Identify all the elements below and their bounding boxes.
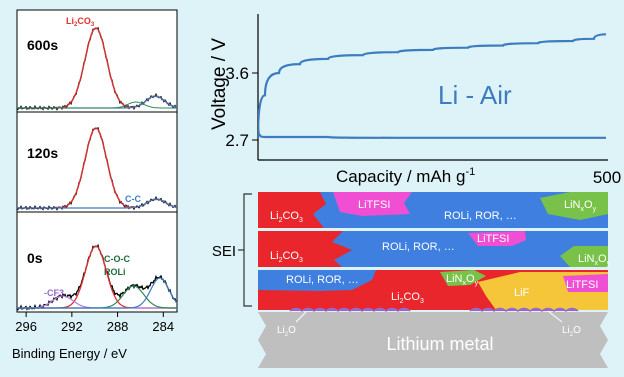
roli-region-3 [258, 270, 376, 291]
xps-x-axis-title: Binding Energy / eV [12, 346, 127, 361]
xps-panel-0s-label: 0s [27, 250, 43, 266]
li2co3-label-3: Li2CO3 [391, 291, 424, 305]
xps-0s-roli-component [17, 277, 178, 309]
li2co3-label-1: Li2CO3 [270, 210, 303, 224]
discharge-curve [258, 121, 606, 139]
y-tick-label-36: 3.6 [225, 64, 249, 83]
sei-bracket [243, 193, 252, 307]
roli-label-2: ROLi, ROR, … [382, 241, 455, 253]
xps-panel-120s-label: 120s [27, 145, 58, 161]
voltage-y-axis-title: Voltage / V [209, 38, 230, 130]
litfsi-label-2: LiTFSI [477, 233, 509, 245]
li2co3-label-2: Li2CO3 [270, 250, 303, 264]
linxoy-region-3 [440, 270, 486, 286]
xps-x-tick-label: 284 [152, 319, 174, 334]
xps-panels: 600s Li2CO3 120s C-C 0s -CF3 C-O-C ROLi … [12, 9, 178, 361]
linxoy-label-1: LiNxOy [564, 199, 597, 213]
litfsi-region-3 [563, 274, 608, 292]
cf3-peak-label: -CF3 [44, 288, 64, 298]
xps-x-tick-label: 292 [61, 319, 83, 334]
xps-x-tick-label: 288 [107, 319, 129, 334]
cc-peak-label: C-C [125, 194, 141, 204]
li2o-label-right: Li2O [562, 325, 581, 338]
roli-label-1: ROLi, ROR, … [444, 210, 517, 222]
linxoy-region-2 [560, 246, 608, 267]
xps-panel-600s [16, 9, 178, 113]
li2co3-region-2 [258, 231, 352, 267]
xps-panel-0s [16, 211, 178, 313]
litfsi-region-2 [468, 231, 526, 246]
xps-600s-green-component [17, 101, 177, 109]
li2o-interface-left [289, 307, 411, 312]
voltage-x-axis-title: Capacity / mAh g-1 [336, 166, 475, 186]
xps-panel-120s [16, 111, 178, 213]
sei-schematic: SEI Lithium metal Li2CO3 LiTFSI ROLi, RO… [212, 192, 611, 368]
linxoy-label-3: LiNxOy [446, 273, 479, 287]
roli-label-3: ROLi, ROR, … [286, 274, 359, 286]
li2o-interface-right [469, 307, 579, 312]
litfsi-label-3: LiTFSI [566, 279, 598, 291]
li2co3-region-1 [258, 192, 326, 228]
li-air-annotation: Li - Air [438, 80, 512, 110]
voltage-chart: 3.6 2.7 Voltage / V Capacity / mAh g-1 5… [209, 14, 621, 187]
li2co3-peak-label: Li2CO3 [66, 16, 95, 28]
roli-peak-label: ROLi [104, 267, 126, 277]
lithium-metal-label: Lithium metal [386, 334, 493, 354]
linxoy-label-2: LiNxOy [578, 253, 611, 267]
litfsi-label-1: LiTFSI [358, 199, 390, 211]
xps-120s-cc-component [17, 198, 178, 209]
y-tick-label-27: 2.7 [225, 131, 249, 150]
lif-label-3: LiF [514, 287, 530, 299]
charge-curve [258, 33, 606, 139]
sei-label: SEI [212, 243, 236, 260]
coc-peak-label: C-O-C [104, 254, 130, 264]
litfsi-region-1 [333, 192, 412, 216]
xps-x-axis: 296 292 288 284 [15, 312, 174, 334]
x-tick-label-500: 500 [593, 168, 621, 187]
linxoy-region-1 [540, 192, 608, 220]
lithium-metal-substrate [258, 312, 608, 368]
xps-panel-600s-label: 600s [27, 37, 58, 53]
li2o-label-left: Li2O [277, 325, 296, 338]
xps-x-tick-label: 296 [15, 319, 37, 334]
